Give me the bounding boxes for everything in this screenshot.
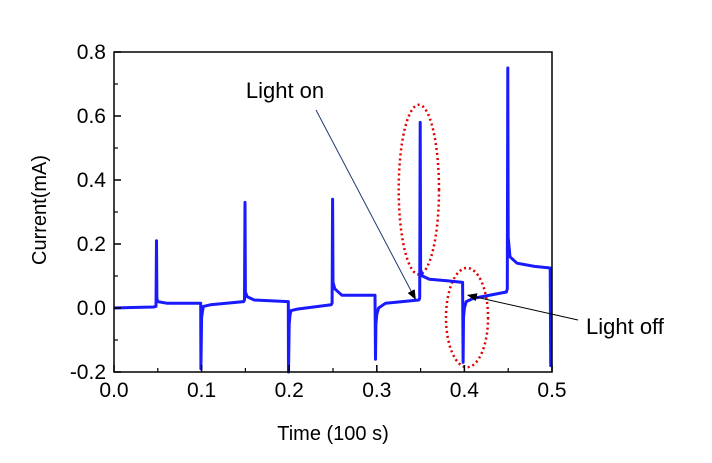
- x-tick-label: 0.4: [450, 379, 480, 402]
- y-tick-label: -0.2: [70, 361, 106, 384]
- ticks: 0.0 0.1 0.2 0.3 0.4 0.5-0.20.00.20.40.60.8: [70, 41, 567, 402]
- annotation-light-on-arrow: [315, 109, 416, 300]
- x-axis-title: Time (100 s): [277, 423, 389, 445]
- highlight-ellipses: [397, 103, 490, 369]
- y-tick-label: 0.4: [77, 169, 107, 192]
- annotation-light-on: Light on: [246, 78, 324, 103]
- x-tick-label: 0.1: [187, 379, 216, 402]
- series-layer: [113, 66, 553, 374]
- x-tick-label: 0.5: [537, 379, 566, 402]
- y-axis-title: Current(mA): [29, 155, 51, 265]
- y-tick-label: 0.8: [77, 41, 106, 64]
- y-tick-label: 0.0: [77, 297, 106, 320]
- y-tick-label: 0.2: [77, 233, 106, 256]
- annotation-light-off: Light off: [586, 314, 665, 339]
- highlight-ellipse: [444, 266, 490, 369]
- x-tick-label: 0.0: [99, 379, 128, 402]
- annotation-light-off-arrow: [466, 293, 579, 321]
- x-tick-label: 0.3: [362, 379, 391, 402]
- annotations: Light on Light off: [246, 78, 665, 339]
- y-tick-label: 0.6: [77, 105, 106, 128]
- series-line: [113, 66, 553, 374]
- x-tick-label: 0.2: [275, 379, 304, 402]
